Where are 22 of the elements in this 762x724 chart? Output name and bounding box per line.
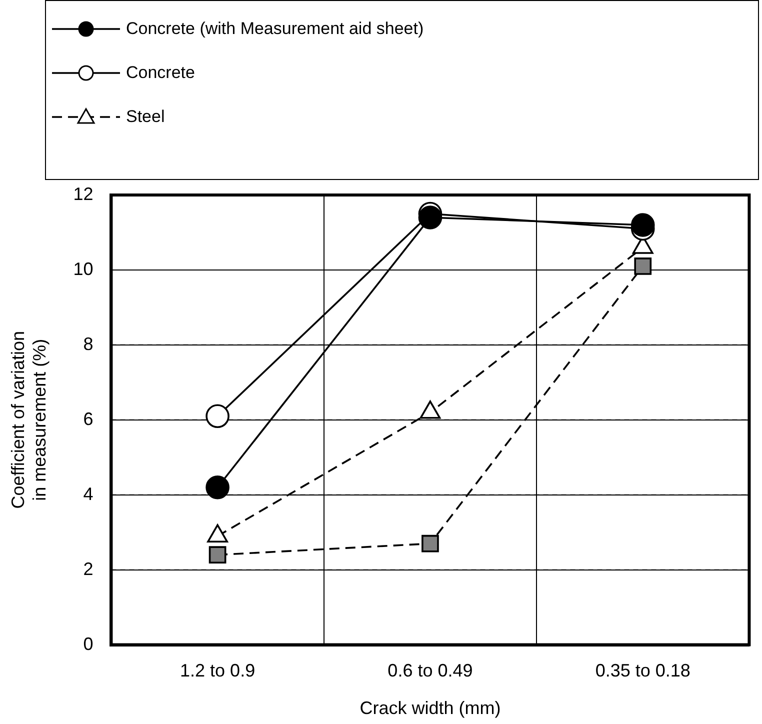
y-axis-title: Coefficient of variation in measurement (%): [8, 331, 50, 509]
y-tick-label: 6: [83, 408, 94, 429]
x-tick-label: 0.35 to 0.18: [595, 660, 690, 681]
point: [208, 546, 226, 564]
point: [206, 404, 230, 428]
legend-label: Steel: [126, 107, 165, 127]
point: [422, 534, 439, 552]
y-tick-label: 8: [83, 334, 94, 354]
y-tick-label: 10: [73, 258, 94, 279]
y-tick-label: 2: [83, 558, 94, 579]
y-tick-label: 12: [73, 184, 94, 204]
point: [206, 475, 230, 500]
legend-label: Concrete (with Measurement aid sheet): [126, 19, 424, 39]
point: [418, 206, 442, 230]
point: [630, 213, 655, 237]
y-tick-label: 4: [83, 484, 94, 504]
x-tick-label: 0.6 to 0.49: [388, 660, 473, 681]
legend-label: Concrete: [126, 63, 195, 83]
point: [634, 258, 652, 275]
y-tick-label: 0: [83, 634, 94, 654]
x-tick-label: 1.2 to 0.9: [180, 660, 256, 681]
x-axis-title: Crack width (mm): [360, 698, 501, 718]
